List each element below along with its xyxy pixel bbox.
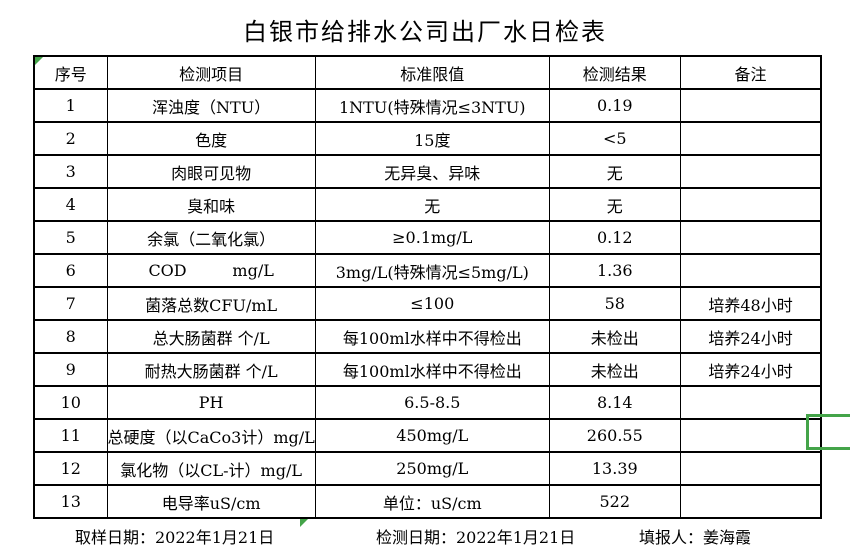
cell-limit[interactable]: 每100ml水样中不得检出 [314,319,550,354]
cell-item[interactable]: 菌落总数CFU/mL [106,286,316,321]
column-header-result[interactable]: 检测结果 [548,55,681,90]
cell-no[interactable]: 10 [33,385,108,420]
cell-limit[interactable]: 250mg/L [314,451,550,486]
sampling-date: 取样日期：2022年1月21日 [75,528,275,547]
cell-result[interactable]: 未检出 [548,352,681,387]
cell-item[interactable]: 余氯（二氧化氯） [106,220,316,255]
cell-remark[interactable] [679,484,822,519]
error-indicator-icon [300,519,308,527]
cell-limit[interactable]: 无异臭、异味 [314,154,550,189]
cell-limit[interactable]: 每100ml水样中不得检出 [314,352,550,387]
cell-remark[interactable] [679,121,822,156]
column-header-item[interactable]: 检测项目 [106,55,316,90]
cell-result[interactable]: 无 [548,187,681,222]
cell-remark[interactable] [679,187,822,222]
table-row: 4 臭和味 无 无 [33,187,822,222]
cell-item[interactable]: 耐热大肠菌群 个/L [106,352,316,387]
cell-limit[interactable]: ≤100 [314,286,550,321]
cell-limit[interactable]: ≥0.1mg/L [314,220,550,255]
table-row: 9 耐热大肠菌群 个/L 每100ml水样中不得检出 未检出 培养24小时 [33,352,822,387]
cell-remark[interactable] [679,220,822,255]
cell-no[interactable]: 1 [33,88,108,123]
inspection-table: 序号 检测项目 标准限值 检测结果 备注 1 浑浊度（NTU） 1NTU(特殊情… [33,55,823,519]
cell-no[interactable]: 9 [33,352,108,387]
table-row: 1 浑浊度（NTU） 1NTU(特殊情况≤3NTU) 0.19 [33,88,822,123]
cell-remark[interactable] [679,418,822,453]
cell-limit[interactable]: 3mg/L(特殊情况≤5mg/L) [314,253,550,288]
cell-item[interactable]: 电导率uS/cm [106,484,316,519]
table-row: 3 肉眼可见物 无异臭、异味 无 [33,154,822,189]
table-row: 6 COD mg/L 3mg/L(特殊情况≤5mg/L) 1.36 [33,253,822,288]
cell-limit[interactable]: 单位：uS/cm [314,484,550,519]
cell-remark[interactable]: 培养24小时 [679,319,822,354]
cell-limit[interactable]: 1NTU(特殊情况≤3NTU) [314,88,550,123]
cell-no[interactable]: 2 [33,121,108,156]
cell-item[interactable]: 臭和味 [106,187,316,222]
cell-remark[interactable] [679,88,822,123]
page-title: 白银市给排水公司出厂水日检表 [243,18,607,46]
cell-no[interactable]: 6 [33,253,108,288]
cell-no[interactable]: 7 [33,286,108,321]
cell-item[interactable]: 浑浊度（NTU） [106,88,316,123]
cell-result[interactable]: 无 [548,154,681,189]
table-row: 10 PH 6.5-8.5 8.14 [33,385,822,420]
cell-no[interactable]: 4 [33,187,108,222]
cell-result[interactable]: <5 [548,121,681,156]
cell-result[interactable]: 1.36 [548,253,681,288]
cell-item[interactable]: 色度 [106,121,316,156]
cell-remark[interactable] [679,385,822,420]
cell-no[interactable]: 3 [33,154,108,189]
cell-limit[interactable]: 无 [314,187,550,222]
column-header-remark[interactable]: 备注 [679,55,822,90]
cell-remark[interactable] [679,154,822,189]
error-indicator-icon [35,57,43,65]
cell-result[interactable]: 13.39 [548,451,681,486]
table-row: 13 电导率uS/cm 单位：uS/cm 522 [33,484,822,519]
cell-limit[interactable]: 6.5-8.5 [314,385,550,420]
cell-item[interactable]: 氯化物（以CL-计）mg/L [106,451,316,486]
cell-result[interactable]: 260.55 [548,418,681,453]
cell-item[interactable]: 总硬度（以CaCo3计）mg/L [106,418,316,453]
cell-item[interactable]: 总大肠菌群 个/L [106,319,316,354]
cell-result[interactable]: 522 [548,484,681,519]
cell-remark[interactable] [679,253,822,288]
reporter-name: 填报人：姜海霞 [639,528,752,547]
cell-no[interactable]: 11 [33,418,108,453]
table-row: 12 氯化物（以CL-计）mg/L 250mg/L 13.39 [33,451,822,486]
cell-no[interactable]: 13 [33,484,108,519]
cell-no[interactable]: 5 [33,220,108,255]
column-header-limit[interactable]: 标准限值 [314,55,550,90]
cell-remark[interactable]: 培养24小时 [679,352,822,387]
table-header-row: 序号 检测项目 标准限值 检测结果 备注 [33,55,822,90]
cell-result[interactable]: 58 [548,286,681,321]
table-row: 2 色度 15度 <5 [33,121,822,156]
cell-remark[interactable]: 培养48小时 [679,286,822,321]
cell-no[interactable]: 8 [33,319,108,354]
table-row: 11 总硬度（以CaCo3计）mg/L 450mg/L 260.55 [33,418,822,453]
column-header-index[interactable]: 序号 [33,55,108,90]
cell-result[interactable]: 0.12 [548,220,681,255]
cell-remark[interactable] [679,451,822,486]
cell-selection-border[interactable] [806,414,850,450]
cell-item[interactable]: 肉眼可见物 [106,154,316,189]
table-row: 5 余氯（二氧化氯） ≥0.1mg/L 0.12 [33,220,822,255]
cell-no[interactable]: 12 [33,451,108,486]
table-row: 7 菌落总数CFU/mL ≤100 58 培养48小时 [33,286,822,321]
cell-limit[interactable]: 450mg/L [314,418,550,453]
table-row: 8 总大肠菌群 个/L 每100ml水样中不得检出 未检出 培养24小时 [33,319,822,354]
cell-item[interactable]: PH [106,385,316,420]
cell-limit[interactable]: 15度 [314,121,550,156]
cell-item[interactable]: COD mg/L [106,253,316,288]
test-date: 检测日期：2022年1月21日 [376,528,576,547]
cell-result[interactable]: 8.14 [548,385,681,420]
cell-result[interactable]: 0.19 [548,88,681,123]
cell-result[interactable]: 未检出 [548,319,681,354]
